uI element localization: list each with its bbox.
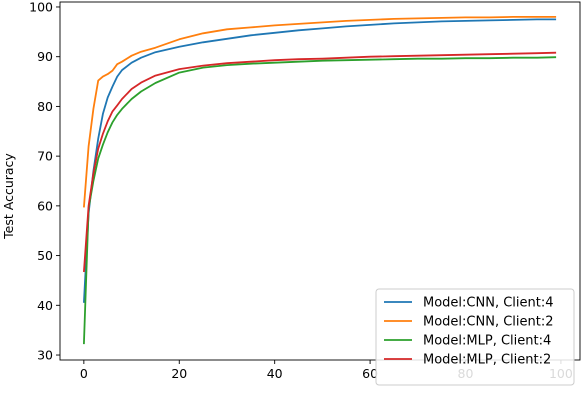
x-tick-label: 20 xyxy=(171,366,187,381)
x-tick-label: 60 xyxy=(362,366,378,381)
x-tick-label: 40 xyxy=(267,366,283,381)
x-tick-label: 0 xyxy=(80,366,88,381)
y-axis-label: Test Accuracy xyxy=(1,153,16,240)
series-layer xyxy=(83,15,557,345)
series-line-1 xyxy=(83,18,557,303)
legend: Model:CNN, Client:4 Model:CNN, Client:2 Mo… xyxy=(375,288,575,386)
y-tick-label: 60 xyxy=(37,198,53,213)
y-tick-label: 90 xyxy=(37,49,53,64)
y-tick-label: 50 xyxy=(37,248,53,263)
legend-label-1: Model:CNN, Client:4 xyxy=(423,296,554,311)
y-tick-label: 70 xyxy=(37,149,53,164)
series-line-4 xyxy=(83,51,557,273)
plot-frame xyxy=(59,1,581,361)
series-line-2 xyxy=(83,15,557,208)
series-line-3 xyxy=(83,56,557,345)
legend-label-4: Model:MLP, Client:2 xyxy=(423,353,551,368)
y-tick-label: 40 xyxy=(37,298,53,313)
legend-label-2: Model:CNN, Client:2 xyxy=(423,315,554,330)
y-axis: 30 40 50 60 70 80 90 100 xyxy=(29,0,60,363)
legend-box xyxy=(375,288,575,386)
y-tick-label: 80 xyxy=(37,99,53,114)
legend-label-3: Model:MLP, Client:4 xyxy=(423,334,551,349)
y-tick-label: 30 xyxy=(37,348,53,363)
y-tick-label: 100 xyxy=(29,0,53,14)
